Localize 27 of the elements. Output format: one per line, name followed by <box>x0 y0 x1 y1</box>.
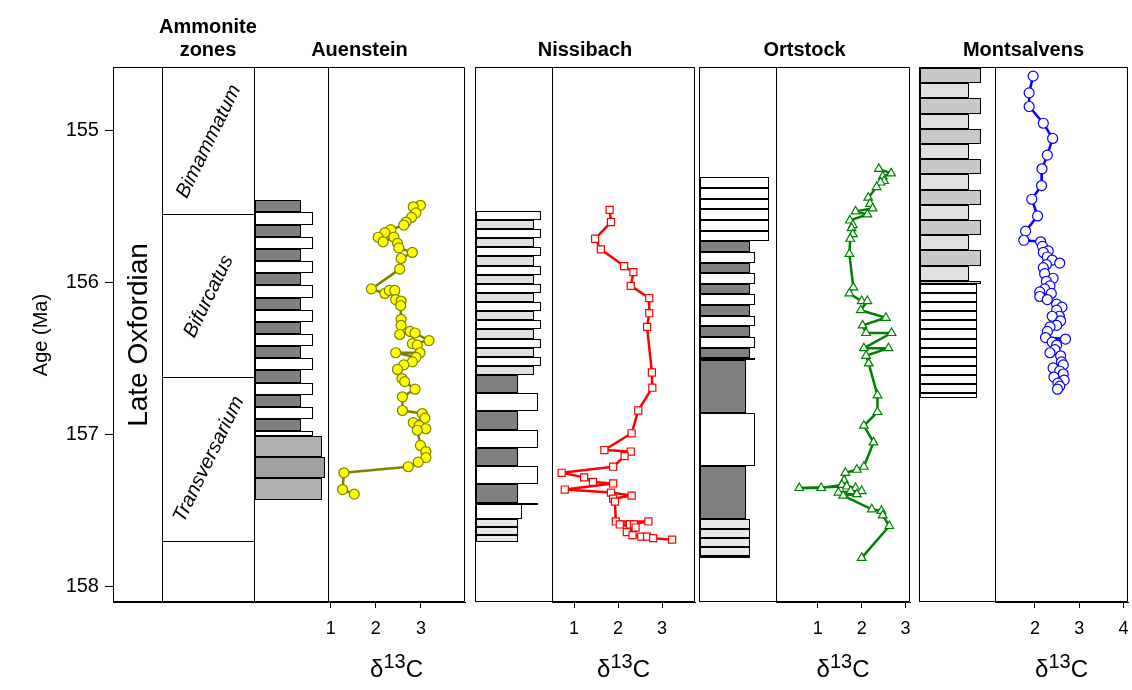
chart-title: Nissibach <box>536 37 634 61</box>
x-axis-title: δ$^{13}$C <box>596 650 651 683</box>
y-tick-label: 157 <box>65 422 99 445</box>
x-axis-title: δ$^{13}$C <box>815 650 871 683</box>
x-tick-label: 3 <box>900 617 911 638</box>
y-tick-label: 156 <box>65 270 99 293</box>
x-tick-label: 2 <box>612 617 624 638</box>
chart-title: Auenstein <box>311 38 408 60</box>
x-tick-label: 1 <box>568 617 580 638</box>
x-tick-label: 3 <box>415 617 426 638</box>
x-tick-label: 2 <box>1029 617 1040 638</box>
chart-title: Montsalvens <box>961 37 1086 61</box>
annotation: Late Oxfordian <box>121 242 154 427</box>
x-axis-title: δ$^{13}$C <box>1034 650 1089 683</box>
text: Ammonite zones <box>158 14 258 61</box>
y-tick-label: 155 <box>65 118 99 141</box>
x-tick-label: 1 <box>812 617 823 638</box>
x-tick-label: 4 <box>1118 617 1129 638</box>
y-axis-title: Age (Ma) <box>28 293 52 376</box>
chart-title: Ortstock <box>762 37 847 61</box>
x-tick-label: 1 <box>325 617 336 638</box>
x-tick-label: 3 <box>656 617 668 638</box>
x-tick-label: 2 <box>856 617 867 638</box>
y-tick-label: 158 <box>65 574 99 597</box>
x-tick-label: 3 <box>1074 617 1085 638</box>
x-tick-label: 2 <box>370 617 381 638</box>
x-axis-title: δ$^{13}$C <box>369 650 424 683</box>
